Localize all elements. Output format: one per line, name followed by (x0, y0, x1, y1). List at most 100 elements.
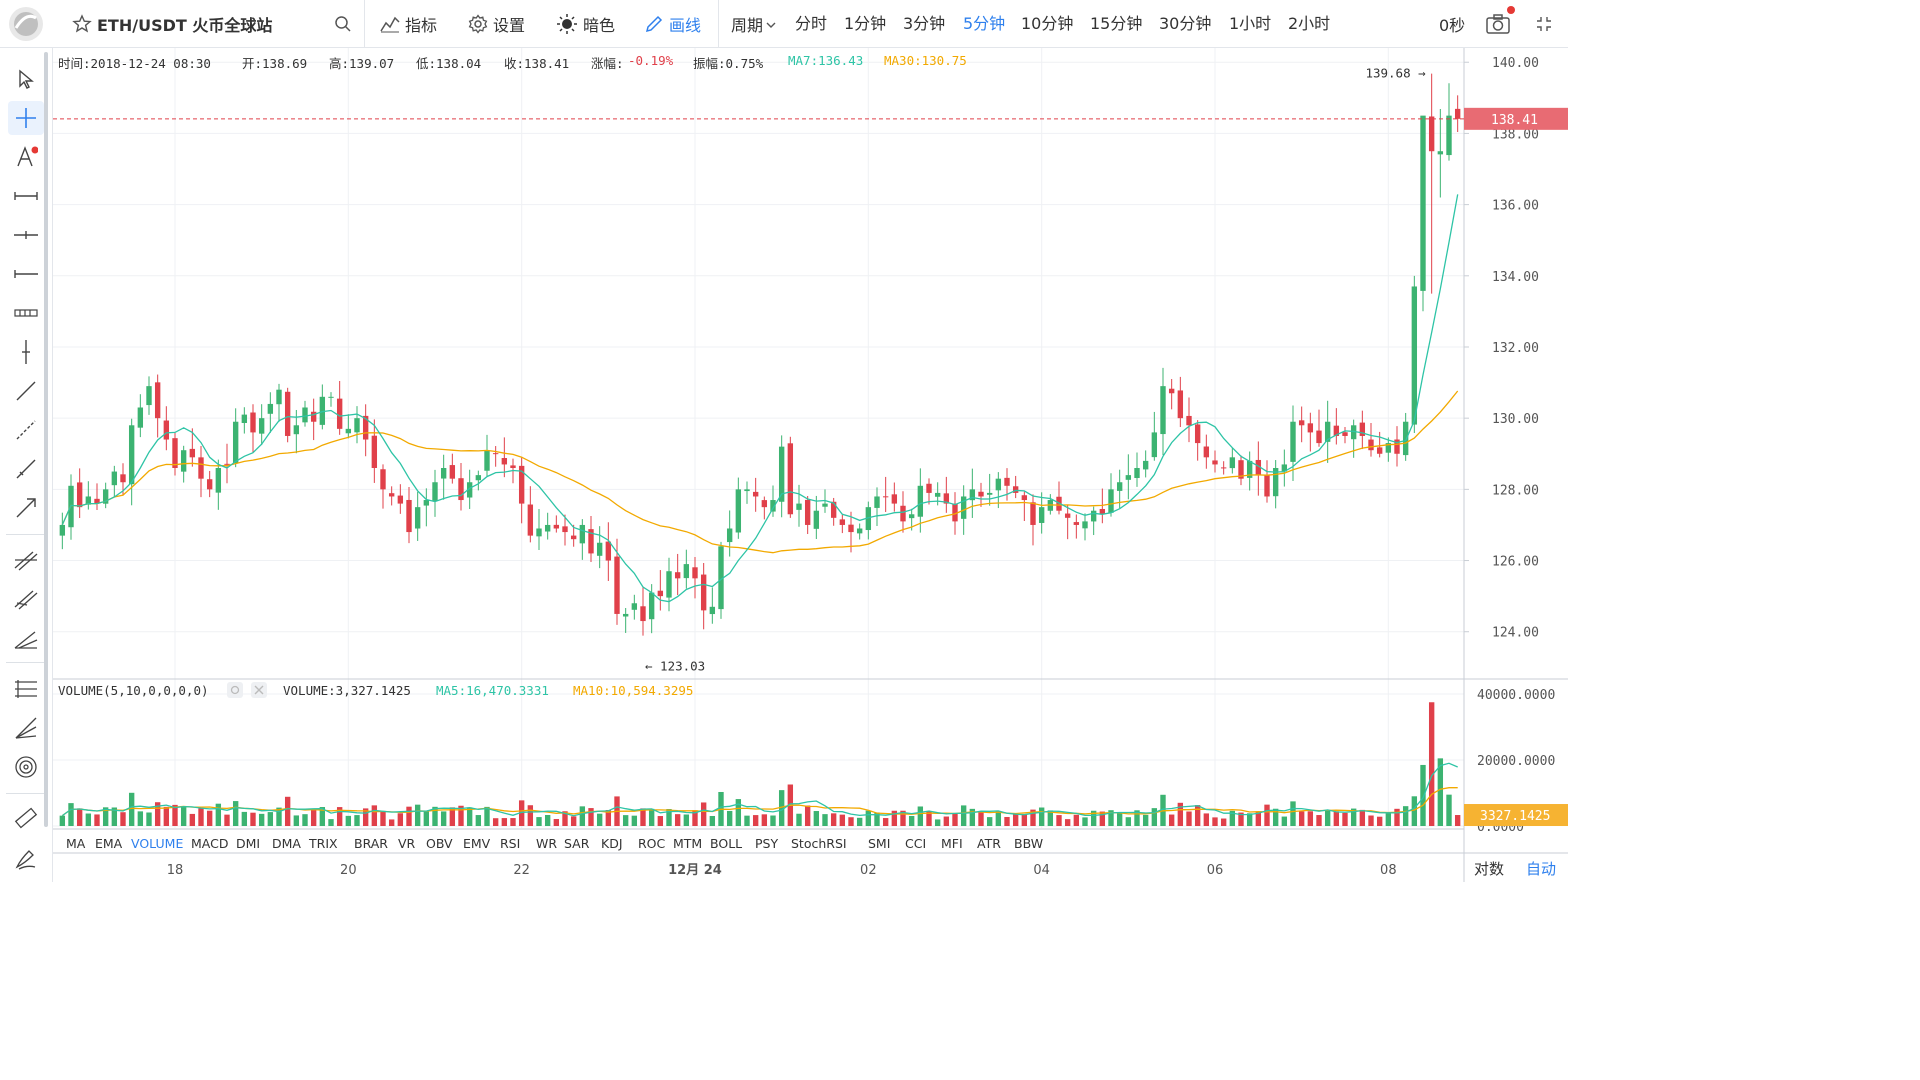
brush-icon[interactable] (8, 841, 44, 875)
indicator-tab-mtm[interactable]: MTM (673, 836, 703, 851)
theme-button[interactable]: 暗色 (556, 0, 615, 47)
indicator-tab-macd[interactable]: MACD (191, 836, 229, 851)
symbol-selector[interactable]: ETH/USDT 火币全球站 (72, 0, 272, 47)
indicator-tab-atr[interactable]: ATR (977, 836, 1001, 851)
candle-body (934, 492, 941, 497)
period-tab-8[interactable]: 2小时 (1288, 14, 1331, 33)
indicator-tab-cci[interactable]: CCI (905, 836, 927, 851)
crosshair-icon[interactable] (8, 101, 44, 135)
symbol-name[interactable]: ETH/USDT 火币全球站 (97, 15, 273, 35)
indicator-tab-volume[interactable]: VOLUME (131, 836, 184, 851)
volume-bar (1402, 806, 1409, 826)
indicator-tab-stochrsi[interactable]: StochRSI (791, 836, 847, 851)
indicator-tab-dma[interactable]: DMA (272, 836, 301, 851)
candle-body (310, 411, 317, 422)
period-tab-4[interactable]: 10分钟 (1021, 14, 1074, 33)
pitchfork-icon[interactable] (8, 621, 44, 655)
search-icon[interactable] (334, 0, 352, 47)
log-scale-toggle[interactable]: 对数 (1474, 860, 1505, 878)
period-tab-0[interactable]: 分时 (795, 14, 828, 33)
volume-close-icon[interactable] (251, 682, 267, 698)
indicator-tab-sar[interactable]: SAR (564, 836, 590, 851)
indicator-tab-rsi[interactable]: RSI (500, 836, 521, 851)
period-tab-6[interactable]: 30分钟 (1159, 14, 1212, 33)
period-tab-3[interactable]: 5分钟 (963, 14, 1006, 33)
auto-scale-toggle[interactable]: 自动 (1526, 860, 1557, 878)
volume-bar (1428, 702, 1435, 826)
arrow-line-icon[interactable] (8, 491, 44, 525)
fib-retracement-icon[interactable] (8, 672, 44, 706)
volume-ma5: MA5:16,470.3331 (436, 683, 549, 698)
period-dropdown[interactable]: 周期 (731, 0, 776, 47)
indicator-tab-trix[interactable]: TRIX (309, 836, 338, 851)
indicator-tab-emv[interactable]: EMV (463, 836, 491, 851)
dashed-trend-icon[interactable] (8, 413, 44, 447)
volume-bar (1272, 808, 1279, 826)
period-tab-7[interactable]: 1小时 (1229, 14, 1272, 33)
volume-bar (414, 804, 421, 826)
volume-bar (146, 812, 152, 826)
volume-bar (345, 815, 352, 826)
indicator-tab-boll[interactable]: BOLL (710, 836, 743, 851)
chart-canvas[interactable]: 140.00 138.00 136.00 134.00 132.00 130.00 128.… (0, 0, 1568, 882)
volume-settings-icon[interactable] (227, 682, 243, 698)
info-ma30: MA30:130.75 (884, 53, 967, 68)
volume-bar (735, 799, 742, 826)
indicator-tab-roc[interactable]: ROC (638, 836, 666, 851)
indicator-tab-kdj[interactable]: KDJ (601, 836, 623, 851)
indicator-tab-wr[interactable]: WR (536, 836, 558, 851)
fib-channel-icon[interactable] (8, 582, 44, 616)
indicator-tab-ma[interactable]: MA (66, 836, 86, 851)
volume-bar (960, 805, 967, 826)
indicator-tab-bbw[interactable]: BBW (1014, 836, 1044, 851)
candle-body (154, 382, 161, 419)
star-icon[interactable] (72, 13, 92, 34)
volume-bar (1255, 811, 1262, 826)
trend-line-icon[interactable] (8, 374, 44, 408)
ray-line-icon[interactable] (8, 257, 44, 291)
candle-body (1359, 422, 1366, 436)
vertical-line-icon[interactable] (8, 335, 44, 369)
candle-body (978, 491, 984, 497)
period-tab-5[interactable]: 15分钟 (1090, 14, 1143, 33)
volume-bar (874, 812, 880, 826)
period-tab-2[interactable]: 3分钟 (903, 14, 946, 33)
candle-body (839, 519, 846, 525)
indicator-tab-smi[interactable]: SMI (868, 836, 891, 851)
draw-button[interactable]: 画线 (644, 0, 701, 47)
indicator-tab-obv[interactable]: OBV (426, 836, 453, 851)
indicator-tab-ema[interactable]: EMA (95, 836, 123, 851)
fib-circle-icon[interactable] (8, 750, 44, 784)
candle-body (527, 504, 534, 536)
cursor-arrow-icon[interactable] (8, 62, 44, 96)
indicators-button[interactable]: 指标 (380, 0, 437, 47)
camera-icon[interactable] (1485, 0, 1515, 47)
time-tick-label: 06 (1207, 863, 1224, 878)
period-tab-1[interactable]: 1分钟 (844, 14, 887, 33)
segment-line-icon[interactable] (8, 179, 44, 213)
indicator-tab-dmi[interactable]: DMI (236, 836, 261, 851)
indicator-tab-psy[interactable]: PSY (755, 836, 779, 851)
candle-body (1324, 421, 1331, 442)
info-time: 时间:2018-12-24 08:30 (58, 56, 211, 71)
horizontal-line-icon[interactable] (8, 218, 44, 252)
parallel-channel-icon[interactable] (8, 543, 44, 577)
text-tool-icon[interactable] (8, 140, 44, 174)
volume-bar (440, 811, 447, 826)
indicator-tab-mfi[interactable]: MFI (941, 836, 963, 851)
extended-line-icon[interactable] (8, 452, 44, 486)
candle-body (180, 450, 187, 472)
candle-body (657, 590, 664, 597)
settings-button[interactable]: 设置 (468, 0, 525, 47)
price-channel-icon[interactable] (8, 296, 44, 330)
indicator-tab-brar[interactable]: BRAR (354, 836, 388, 851)
fib-fan-icon[interactable] (8, 711, 44, 745)
max-price-annotation: 139.68 → (1365, 66, 1426, 81)
volume-bar (700, 802, 707, 826)
volume-bar (1298, 811, 1305, 826)
ruler-icon[interactable] (8, 801, 44, 835)
fullscreen-icon[interactable] (1534, 0, 1554, 47)
tools-scrollbar[interactable] (44, 52, 48, 827)
indicator-tab-vr[interactable]: VR (398, 836, 416, 851)
candle-body (986, 492, 993, 495)
